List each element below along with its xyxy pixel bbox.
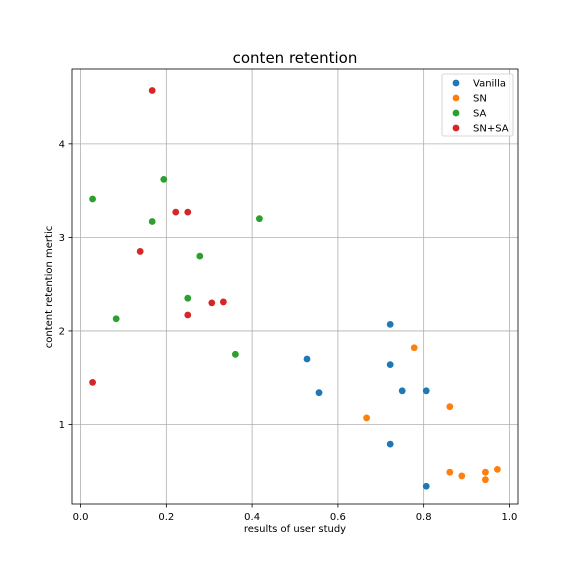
y-tick-label: 1: [59, 420, 65, 431]
point-sa: [231, 350, 239, 358]
point-vanilla: [386, 361, 394, 369]
point-sn-sa: [184, 311, 192, 319]
point-sn: [446, 403, 454, 411]
x-tick-label: 0.4: [244, 512, 260, 523]
data-points: [89, 87, 501, 490]
x-tick-label: 0.2: [158, 512, 174, 523]
point-sn-sa: [172, 208, 180, 216]
point-sn: [482, 468, 489, 476]
point-sn-sa: [89, 378, 96, 386]
point-sn: [494, 465, 501, 473]
point-sa: [184, 294, 192, 302]
point-sn: [458, 472, 466, 480]
legend-marker: [452, 124, 460, 132]
legend-label: Vanilla: [473, 79, 506, 90]
legend-marker: [452, 109, 460, 117]
point-vanilla: [303, 355, 311, 363]
point-vanilla: [422, 482, 430, 490]
y-tick-label: 2: [59, 326, 65, 337]
legend: Vanilla SN SA SN+SA: [441, 73, 514, 137]
legend-box: [441, 73, 514, 137]
point-sn-sa: [219, 298, 227, 306]
point-sn-sa: [148, 87, 156, 94]
point-sn-sa: [184, 208, 192, 216]
x-tick-label: 0.0: [73, 512, 89, 523]
point-sn: [363, 414, 371, 422]
x-tick-label: 1.0: [501, 512, 517, 523]
point-vanilla: [422, 387, 430, 395]
point-sa: [148, 218, 156, 225]
chart-title: conten retention: [233, 49, 358, 67]
x-tick-label: 0.8: [416, 512, 432, 523]
point-sa: [196, 252, 204, 260]
point-sa: [112, 315, 120, 323]
legend-label: SN: [473, 94, 487, 105]
point-sn-sa: [208, 299, 216, 307]
y-axis-label: content retention mertic: [44, 226, 55, 348]
point-vanilla: [386, 320, 394, 328]
point-vanilla: [398, 387, 406, 395]
grid-lines: [72, 69, 518, 504]
point-sn: [446, 468, 454, 476]
legend-label: SA: [473, 109, 487, 120]
point-sa: [160, 175, 168, 183]
legend-marker: [452, 94, 460, 102]
x-axis-label: results of user study: [244, 524, 346, 535]
point-vanilla: [386, 440, 394, 448]
point-sn-sa: [136, 248, 144, 255]
y-tick-label: 4: [59, 139, 65, 150]
legend-label: SN+SA: [473, 124, 509, 135]
point-sa: [256, 215, 263, 223]
x-tick-label: 0.6: [330, 512, 346, 523]
legend-marker: [452, 79, 460, 87]
point-sn: [482, 476, 489, 484]
y-axis-ticks: 1 2 3 4: [59, 139, 72, 431]
plot-frame: [71, 68, 519, 505]
y-tick-label: 3: [59, 233, 65, 244]
point-sn: [410, 344, 418, 352]
x-axis-ticks: 0.0 0.2 0.4 0.6 0.8 1.0: [73, 504, 517, 523]
point-sa: [89, 195, 96, 203]
point-vanilla: [315, 389, 323, 397]
